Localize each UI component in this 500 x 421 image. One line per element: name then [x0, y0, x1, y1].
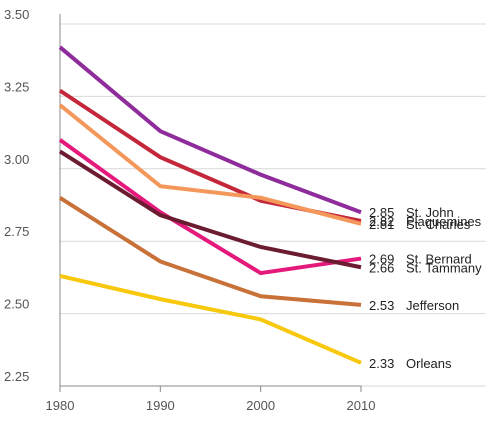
- y-tick-label: 3.00: [4, 152, 29, 167]
- series-end-value: 2.81: [369, 217, 394, 232]
- series-end-value: 2.53: [369, 298, 394, 313]
- series-end-value: 2.69: [369, 252, 394, 267]
- y-tick-label: 2.75: [4, 224, 29, 239]
- series-line-st-john: [58, 45, 362, 215]
- series-name-label: St. Charles: [406, 217, 471, 232]
- y-tick-label: 3.25: [4, 79, 29, 94]
- x-tick-label: 2010: [347, 398, 376, 413]
- series-end-value: 2.85: [369, 205, 394, 220]
- y-tick-label: 2.50: [4, 297, 29, 312]
- end-labels: 2.85 St. John 2.82 Plaquemines 2.81 St. Charl…: [369, 205, 482, 371]
- x-tick-label: 1990: [146, 398, 175, 413]
- axes: 2.25 2.50 2.75 3.00 3.25 3.50 1980 1990 2000 2010: [4, 7, 375, 413]
- series-line-st-bernard: [58, 138, 362, 276]
- series-line-st-tammany: [58, 149, 362, 270]
- x-tick-label: 1980: [46, 398, 75, 413]
- series-name-label: St. Bernard: [406, 252, 472, 267]
- series-lines: [58, 45, 362, 365]
- series-name-label: St. Tammany: [406, 260, 482, 275]
- series-line-jefferson: [58, 196, 362, 307]
- series-line-st-charles: [58, 103, 362, 226]
- series-name-label: St. John: [406, 205, 454, 220]
- series-name-label: Plaquemines: [406, 214, 482, 229]
- series-name-label: Jefferson: [406, 298, 459, 313]
- series-end-value: 2.33: [369, 356, 394, 371]
- series-line-plaquemines: [58, 88, 362, 223]
- series-name-label: Orleans: [406, 356, 452, 371]
- y-tick-label: 2.25: [4, 369, 29, 384]
- x-tick-label: 2000: [246, 398, 275, 413]
- series-line-orleans: [59, 274, 362, 365]
- y-tick-label: 3.50: [4, 7, 29, 22]
- series-end-value: 2.82: [369, 214, 394, 229]
- series-end-value: 2.66: [369, 260, 394, 275]
